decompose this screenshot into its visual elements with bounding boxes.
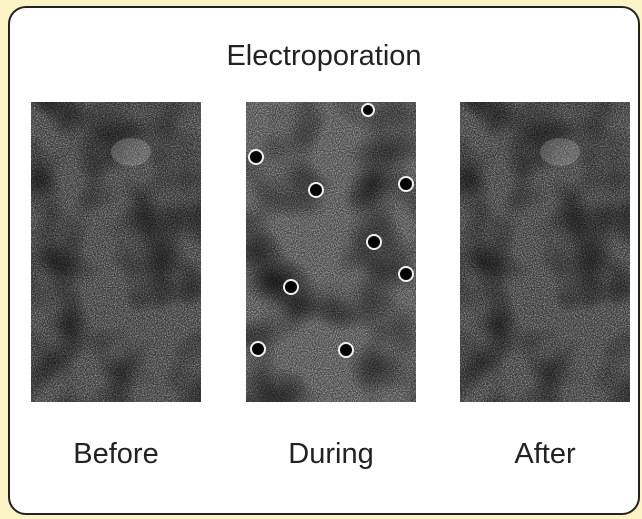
membrane-texture-after [460,102,630,402]
membrane-texture-before [31,102,201,402]
label-before: Before [73,438,159,470]
membrane-texture-during [246,102,416,402]
figure-panel: Electroporation [8,6,640,515]
figure-title: Electroporation [226,40,422,72]
label-after: After [514,438,576,470]
membrane-pores [248,103,414,358]
micrograph-before [31,102,201,402]
micrograph-during [246,102,416,402]
label-during: During [288,438,374,470]
micrograph-after [460,102,630,402]
